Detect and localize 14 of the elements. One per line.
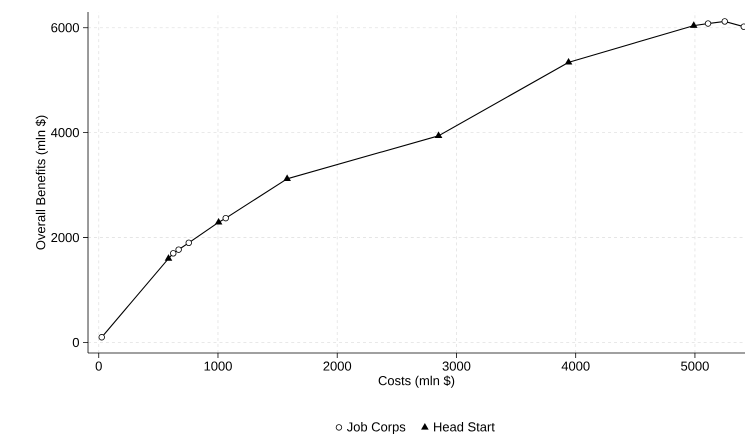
legend-label: Job Corps	[346, 422, 406, 434]
x-tick-label: 3000	[442, 362, 470, 371]
y-tick-label: 4000	[50, 128, 79, 138]
x-tick-label: 5000	[681, 362, 709, 371]
y-axis-title: Overall Benefits (mln $)	[36, 116, 48, 250]
y-tick-label: 2000	[51, 232, 79, 242]
x-tick-label: 2000	[323, 362, 352, 371]
y-tick-label: 0	[72, 338, 79, 348]
legend-label: Head Start	[434, 422, 495, 432]
y-tick-label: 6000	[51, 23, 79, 32]
x-axis-title: Costs (mln $)	[378, 376, 454, 388]
x-tick-label: 4000	[562, 362, 590, 371]
x-tick-label: 1000	[204, 362, 232, 371]
x-tick-label: 0	[96, 362, 102, 371]
